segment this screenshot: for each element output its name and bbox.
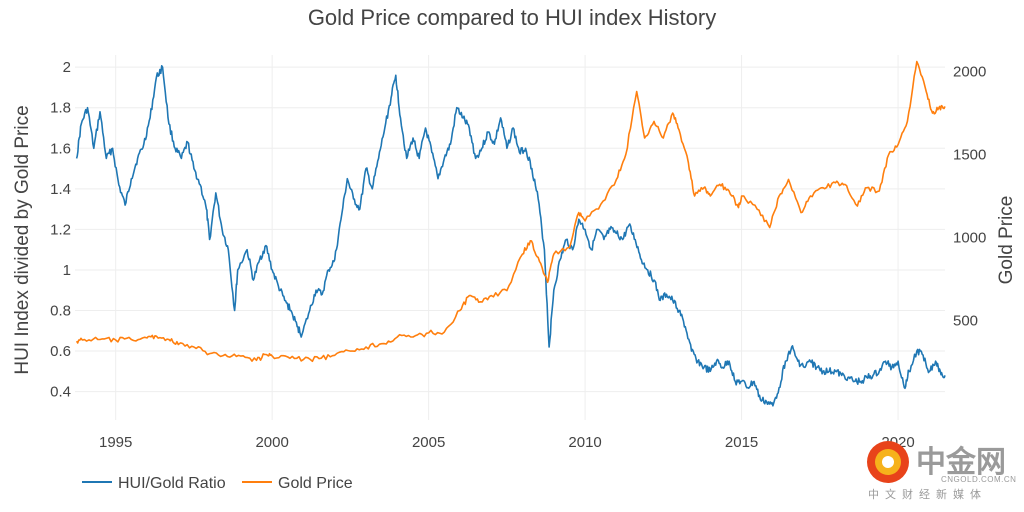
y-left-tick-label: 0.8 [50,303,71,320]
left-axis-ticks: 0.4 0.6 0.8 1 1.2 1.4 1.6 1.8 2 [50,59,71,400]
watermark-url: CNGOLD.COM.CN [941,475,1016,484]
x-tick-label: 2010 [568,434,601,451]
y-left-tick-label: 0.6 [50,343,71,360]
legend: HUI/Gold Ratio Gold Price [82,475,353,492]
y-left-tick-label: 1.6 [50,140,71,157]
chart-title: Gold Price compared to HUI index History [308,5,716,30]
x-tick-label: 2015 [725,434,758,451]
y-left-tick-label: 1.4 [50,181,71,198]
series-line-hui-gold-ratio [75,65,946,407]
legend-item-hui-gold-ratio[interactable]: HUI/Gold Ratio [82,475,226,492]
y-right-axis-label: Gold Price [996,196,1017,285]
right-axis-ticks: 500 1000 1500 2000 [953,64,986,330]
y-left-axis-label: HUI Index divided by Gold Price [12,105,33,374]
x-tick-label: 2000 [255,434,288,451]
y-left-tick-label: 1 [63,262,71,279]
watermark-brand: 中金网 [916,445,1006,479]
logo-core-icon [882,456,894,468]
watermark-tagline: 中文财经新媒体 [868,487,987,501]
y-left-tick-label: 1.2 [50,221,71,238]
y-right-tick-label: 500 [953,312,978,329]
legend-label-gold-price: Gold Price [278,475,353,492]
x-axis-ticks: 1995 2000 2005 2010 2015 2020 [99,434,915,451]
grid [75,55,945,420]
y-left-tick-label: 2 [63,59,71,76]
y-left-tick-label: 0.4 [50,384,71,401]
y-left-tick-label: 1.8 [50,100,71,117]
x-tick-label: 2005 [412,434,445,451]
series-layer [75,60,946,407]
x-tick-label: 1995 [99,434,132,451]
y-right-tick-label: 1500 [953,147,986,164]
y-right-tick-label: 2000 [953,64,986,81]
legend-item-gold-price[interactable]: Gold Price [242,475,353,492]
legend-label-hui-gold-ratio: HUI/Gold Ratio [118,475,226,492]
series-line-gold-price [75,60,946,363]
y-right-tick-label: 1000 [953,230,986,247]
watermark-logo: 中金网 CNGOLD.COM.CN 中文财经新媒体 [867,441,1016,501]
